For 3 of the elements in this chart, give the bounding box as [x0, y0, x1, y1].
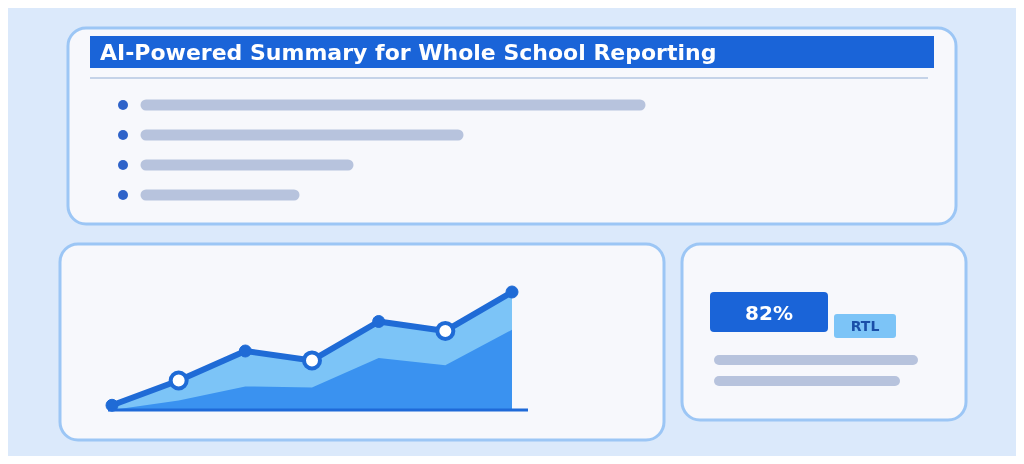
text: RTL [850, 318, 880, 334]
chart-title: AI-Powered Summary for Whole School Reporting [100, 40, 717, 65]
text: 82% [745, 301, 793, 325]
